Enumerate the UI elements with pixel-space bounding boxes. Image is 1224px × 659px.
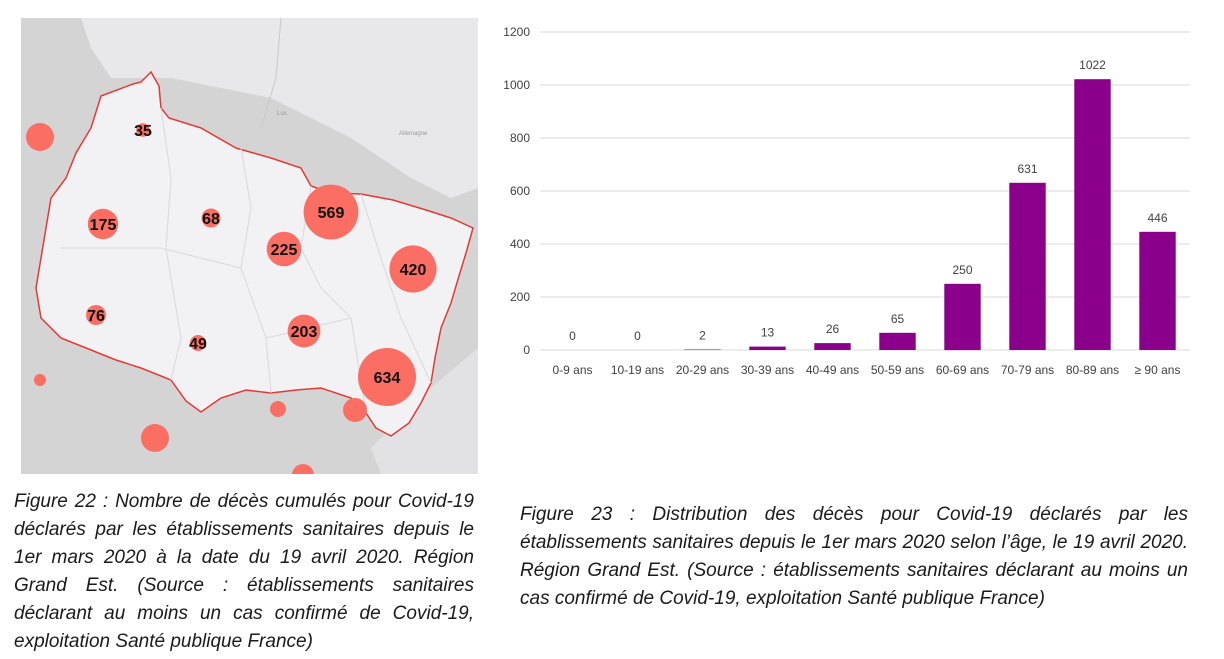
death-bubble <box>136 123 150 137</box>
x-tick-label: 20-29 ans <box>676 363 729 377</box>
neighbour-death-bubble <box>343 398 367 422</box>
y-axis: 0 200 400 600 800 1000 1200 <box>503 25 530 357</box>
y-tick-label: 600 <box>510 184 530 198</box>
y-tick-label: 800 <box>510 131 530 145</box>
death-count-label: 420 <box>400 262 427 279</box>
bar-value-label: 250 <box>952 263 972 277</box>
bar-value-label: 0 <box>569 329 576 343</box>
x-tick-label: 40-49 ans <box>806 363 859 377</box>
death-bubble <box>201 208 221 228</box>
bar-chart: 0 200 400 600 800 1000 1200 0 0 2 13 26 65 250 631 1022… <box>503 25 1190 377</box>
bar <box>879 332 916 350</box>
neighbour-death-bubble <box>26 123 54 151</box>
death-bubble <box>287 314 321 348</box>
death-count-label: 569 <box>318 205 345 222</box>
map-placename-faint: Lux. <box>277 111 289 117</box>
y-tick-label: 400 <box>510 237 530 251</box>
x-axis: 0-9 ans 10-19 ans 20-29 ans 30-39 ans 40-49 … <box>552 363 1180 377</box>
death-labels: 35 175 68 569 225 420 76 49 203 634 <box>87 123 426 387</box>
x-tick-label: 0-9 ans <box>552 363 592 377</box>
bar <box>1009 182 1046 350</box>
bar-value-label: 26 <box>826 322 840 336</box>
death-count-label: 634 <box>374 370 401 387</box>
map-river <box>260 17 282 129</box>
bar <box>1139 231 1176 350</box>
death-count-label: 76 <box>87 308 105 325</box>
bar <box>684 349 721 350</box>
bar-value-label: 446 <box>1147 211 1167 225</box>
x-tick-label: 10-19 ans <box>611 363 664 377</box>
bars <box>684 79 1176 351</box>
death-bubble <box>358 348 416 406</box>
y-tick-label: 1000 <box>503 78 530 92</box>
death-count-label: 68 <box>202 211 220 228</box>
bar <box>749 346 786 350</box>
x-tick-label: 80-89 ans <box>1066 363 1119 377</box>
death-bubble <box>87 208 119 240</box>
death-bubble <box>303 184 359 240</box>
neighbour-death-bubble <box>141 424 169 452</box>
bar <box>1074 79 1111 350</box>
death-bubbles <box>26 123 437 486</box>
death-count-label: 203 <box>291 324 318 341</box>
map-placename-faint: Allemagne <box>399 131 428 137</box>
bar-value-label: 13 <box>761 326 775 340</box>
bar-value-label: 65 <box>891 312 905 326</box>
x-tick-label: 30-39 ans <box>741 363 794 377</box>
death-bubble <box>190 335 206 351</box>
neighbour-death-bubble <box>34 374 46 386</box>
x-tick-label: 60-69 ans <box>936 363 989 377</box>
x-tick-label: 70-79 ans <box>1001 363 1054 377</box>
death-bubble <box>389 245 437 293</box>
data-labels: 0 0 2 13 26 65 250 631 1022 446 <box>569 58 1168 343</box>
death-count-label: 225 <box>271 242 298 259</box>
bar <box>814 343 851 350</box>
bar <box>944 283 981 351</box>
death-bubble <box>86 305 106 325</box>
department-borders <box>61 107 432 414</box>
map-canvas: Lux. Allemagne 35 175 68 569 225 420 76 49 203 63… <box>21 17 478 486</box>
neighbour-death-bubble <box>270 401 286 417</box>
death-count-label: 49 <box>189 336 207 353</box>
death-bubble <box>266 231 302 267</box>
x-tick-label: ≥ 90 ans <box>1135 363 1181 377</box>
bar-value-label: 631 <box>1017 162 1037 176</box>
x-tick-label: 50-59 ans <box>871 363 924 377</box>
figure-22-caption: Figure 22 : Nombre de décès cumulés pour… <box>14 491 474 652</box>
death-count-label: 35 <box>134 123 152 140</box>
figure-23-caption: Figure 23 : Distribution des décès pour … <box>520 504 1188 609</box>
map-neighbour-south-east <box>371 348 478 474</box>
y-tick-label: 200 <box>510 290 530 304</box>
bar-value-label: 1022 <box>1079 58 1106 72</box>
death-count-label: 175 <box>90 217 117 234</box>
y-tick-label: 0 <box>523 343 530 357</box>
y-tick-label: 1200 <box>503 25 530 39</box>
chart-figure-23: 0 200 400 600 800 1000 1200 0 0 2 13 26 65 250 631 1022… <box>490 10 1210 410</box>
map-figure-22: Lux. Allemagne 35 175 68 569 225 420 76 49 203 63… <box>21 17 478 486</box>
map-neighbour-north <box>81 18 478 198</box>
region-grand-est <box>35 70 474 437</box>
bar-value-label: 0 <box>634 329 641 343</box>
bar-value-label: 2 <box>699 329 706 343</box>
